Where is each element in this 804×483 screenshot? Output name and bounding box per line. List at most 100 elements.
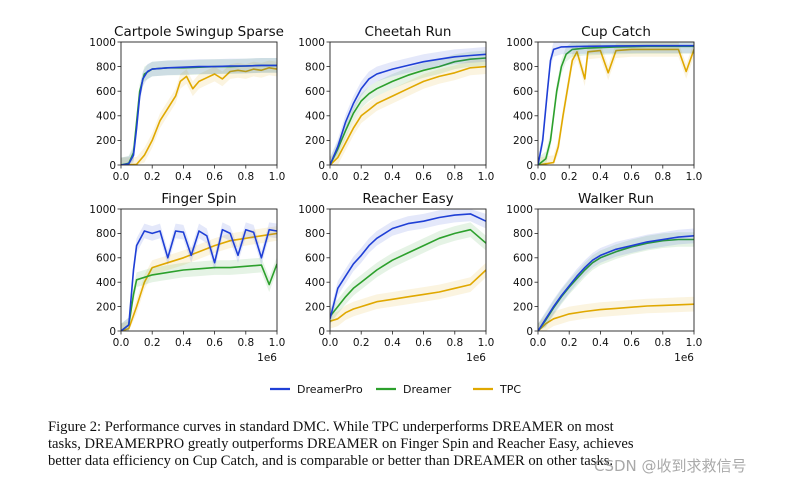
x-tick-label: 0.0 [530, 337, 547, 349]
y-tick-label: 200 [513, 301, 533, 313]
y-tick-label: 400 [96, 277, 116, 289]
series-band-dreamerpro [330, 46, 486, 165]
x-tick-label: 0.2 [561, 337, 578, 349]
x-tick-label: 0.8 [654, 337, 671, 349]
x-tick-label: 0.0 [322, 171, 339, 183]
series-line-tpc [121, 67, 277, 165]
series-band-tpc [538, 42, 694, 165]
caption-line-3: better data efficiency on Cup Catch, and… [48, 453, 614, 469]
x-tick-label: 0.0 [322, 337, 339, 349]
x-tick-label: 0.2 [144, 337, 161, 349]
series-line-tpc [330, 65, 486, 165]
series-band-dreamerpro [121, 58, 277, 165]
series-line-tpc [538, 303, 694, 331]
y-tick-label: 200 [96, 135, 116, 147]
y-tick-label: 1000 [89, 204, 116, 216]
y-tick-label: 200 [96, 301, 116, 313]
y-tick-label: 0 [318, 160, 325, 172]
series-line-dreamerpro [538, 235, 694, 331]
x-tick-label: 0.2 [561, 171, 578, 183]
y-tick-label: 600 [305, 253, 325, 265]
chart-title: Walker Run [578, 191, 654, 207]
series-line-dreamerpro [330, 213, 486, 319]
series-band-dreamer [121, 58, 277, 165]
series-band-dreamerpro [538, 42, 694, 165]
x-tick-label: 1.0 [478, 171, 495, 183]
chart-panel-6: Walker Run 0.0 0.2 0.4 0.6 0.8 1.0 0 200 400 600 80… [506, 191, 702, 364]
series-line-dreamer [330, 57, 486, 165]
series-line-dreamerpro [330, 53, 486, 165]
x-tick-label: 0.6 [623, 337, 640, 349]
series-band-dreamerpro [330, 209, 486, 327]
performance-figure: Cartpole Swingup Sparse 0.0 0.2 0.4 0.6 0.8 1.… [89, 24, 703, 396]
caption-line-1: Figure 2: Performance curves in standard… [48, 419, 614, 435]
y-tick-label: 400 [305, 277, 325, 289]
series-line-dreamerpro [121, 228, 277, 331]
y-tick-label: 1000 [298, 204, 325, 216]
x-tick-label: 0.4 [592, 337, 609, 349]
legend: DreamerPro Dreamer TPC [270, 383, 521, 396]
series-band-dreamer [330, 222, 486, 324]
y-tick-label: 400 [96, 111, 116, 123]
chart-title: Cheetah Run [365, 24, 452, 40]
x-tick-label: 1.0 [269, 171, 286, 183]
x-tick-label: 1.0 [478, 337, 495, 349]
x-tick-label: 0.0 [530, 171, 547, 183]
plot-area [330, 46, 486, 165]
y-tick-label: 0 [109, 160, 116, 172]
series-line-dreamer [330, 228, 486, 317]
x-tick-label: 1.0 [269, 337, 286, 349]
y-tick-label: 600 [513, 253, 533, 265]
plot-frame [537, 208, 695, 332]
x-tick-label: 0.6 [623, 171, 640, 183]
x-tick-label: 0.2 [144, 171, 161, 183]
plot-area [121, 222, 277, 331]
y-tick-label: 800 [513, 61, 533, 73]
y-tick-label: 800 [305, 228, 325, 240]
watermark-text: CSDN @收到求救信号 [594, 457, 747, 475]
chart-panel-2: Cheetah Run 0.0 0.2 0.4 0.6 0.8 1.0 0 200 400 600 8… [298, 24, 494, 183]
x-tick-label: 0.6 [206, 171, 223, 183]
y-tick-label: 400 [513, 277, 533, 289]
plot-frame [329, 208, 487, 332]
series-band-tpc [330, 59, 486, 165]
chart-title: Cup Catch [581, 24, 651, 40]
legend-label-dreamerpro: DreamerPro [297, 383, 363, 396]
y-tick-label: 600 [96, 86, 116, 98]
x-tick-label: 0.2 [353, 171, 370, 183]
y-tick-label: 400 [305, 111, 325, 123]
series-band-dreamer [121, 256, 277, 331]
series-band-dreamerpro [121, 222, 277, 331]
chart-title: Cartpole Swingup Sparse [114, 24, 284, 40]
x-tick-label: 0.4 [175, 337, 192, 349]
series-band-tpc [330, 262, 486, 329]
plot-frame [537, 41, 695, 166]
y-tick-label: 800 [96, 61, 116, 73]
plot-area [538, 228, 694, 331]
x-tick-label: 1.0 [686, 171, 703, 183]
y-tick-label: 400 [513, 111, 533, 123]
x-tick-label: 0.8 [237, 337, 254, 349]
series-band-dreamer [538, 42, 694, 165]
plot-frame [329, 41, 487, 166]
chart-panel-5: Reacher Easy 0.0 0.2 0.4 0.6 0.8 1.0 0 200 400 600… [298, 191, 494, 364]
chart-title: Reacher Easy [362, 191, 453, 207]
x-tick-label: 0.2 [353, 337, 370, 349]
series-band-dreamer [330, 50, 486, 165]
series-line-dreamer [121, 263, 277, 331]
y-tick-label: 200 [305, 135, 325, 147]
series-line-dreamerpro [121, 64, 277, 165]
y-tick-label: 1000 [298, 37, 325, 49]
y-tick-label: 1000 [506, 204, 533, 216]
x-tick-label: 0.8 [446, 337, 463, 349]
x-tick-label: 0.6 [206, 337, 223, 349]
x-tick-label: 0.8 [446, 171, 463, 183]
y-tick-label: 1000 [89, 37, 116, 49]
y-tick-label: 1000 [506, 37, 533, 49]
y-tick-label: 0 [526, 326, 533, 338]
series-line-dreamerpro [538, 44, 694, 165]
y-tick-label: 800 [305, 61, 325, 73]
x-tick-label: 0.6 [415, 337, 432, 349]
y-tick-label: 800 [513, 228, 533, 240]
x-tick-label: 0.4 [384, 171, 401, 183]
